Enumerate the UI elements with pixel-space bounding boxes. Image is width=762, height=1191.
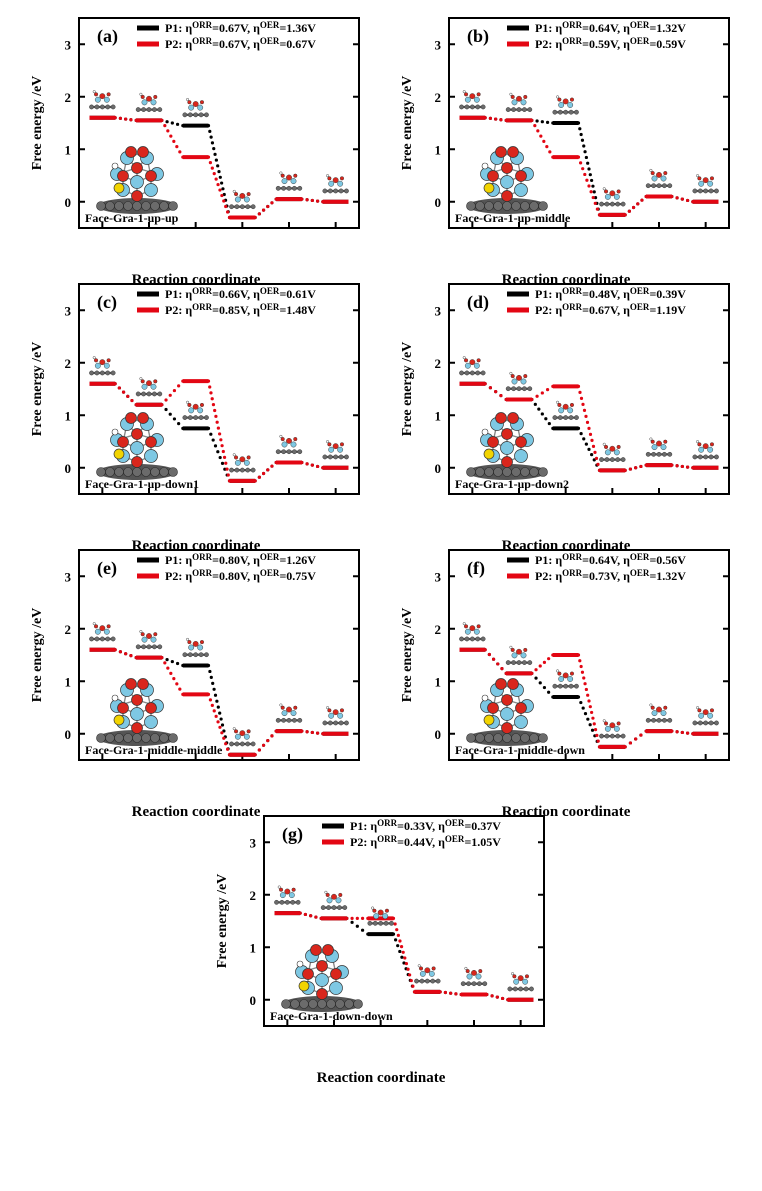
svg-text:1: 1 [65, 142, 72, 157]
svg-text:0: 0 [65, 461, 72, 476]
svg-text:Free energy /eV: Free energy /eV [30, 342, 45, 437]
svg-text:Face-Gra-1-middle-down: Face-Gra-1-middle-down [455, 743, 585, 757]
svg-text:P1: ηORR=0.67V, ηOER=1.36V: P1: ηORR=0.67V, ηOER=1.36V [165, 20, 316, 35]
svg-text:P2: ηORR=0.44V, ηOER=1.05V: P2: ηORR=0.44V, ηOER=1.05V [350, 834, 501, 849]
panel-f: 0 1 2 3 Free energy /eV P1: ηORR=0.64V, ηOER=… [391, 542, 741, 802]
svg-text:(c): (c) [97, 292, 117, 313]
svg-text:1: 1 [435, 674, 442, 689]
svg-text:0: 0 [250, 993, 257, 1008]
svg-text:Face-Gra-1-up-down2: Face-Gra-1-up-down2 [455, 477, 569, 491]
panel-c: 0 1 2 3 Free energy /eV P1: ηORR=0.66V, ηOER=… [21, 276, 371, 536]
svg-text:Face-Gra-1-up-middle: Face-Gra-1-up-middle [455, 211, 571, 225]
svg-text:P1: ηORR=0.33V, ηOER=0.37V: P1: ηORR=0.33V, ηOER=0.37V [350, 818, 501, 833]
svg-text:3: 3 [435, 569, 442, 584]
svg-text:0: 0 [65, 195, 72, 210]
svg-text:1: 1 [65, 674, 72, 689]
svg-text:(f): (f) [467, 558, 485, 579]
svg-text:2: 2 [435, 90, 442, 105]
svg-text:P1: ηORR=0.48V, ηOER=0.39V: P1: ηORR=0.48V, ηOER=0.39V [535, 286, 686, 301]
svg-text:2: 2 [435, 356, 442, 371]
svg-text:P1: ηORR=0.80V, ηOER=1.26V: P1: ηORR=0.80V, ηOER=1.26V [165, 552, 316, 567]
svg-text:Face-Gra-1-up-up: Face-Gra-1-up-up [85, 211, 179, 225]
svg-text:(b): (b) [467, 26, 489, 47]
svg-text:P2: ηORR=0.80V, ηOER=0.75V: P2: ηORR=0.80V, ηOER=0.75V [165, 568, 316, 583]
svg-text:3: 3 [65, 569, 72, 584]
svg-text:Free energy /eV: Free energy /eV [30, 76, 45, 171]
svg-text:P1: ηORR=0.64V, ηOER=0.56V: P1: ηORR=0.64V, ηOER=0.56V [535, 552, 686, 567]
svg-text:P2: ηORR=0.67V, ηOER=1.19V: P2: ηORR=0.67V, ηOER=1.19V [535, 302, 686, 317]
svg-text:Face-Gra-1-up-down1: Face-Gra-1-up-down1 [85, 477, 199, 491]
svg-text:2: 2 [65, 622, 72, 637]
svg-text:2: 2 [435, 622, 442, 637]
svg-text:(e): (e) [97, 558, 117, 579]
svg-text:2: 2 [65, 356, 72, 371]
svg-text:Free energy /eV: Free energy /eV [400, 76, 415, 171]
svg-text:0: 0 [435, 195, 442, 210]
panel-b: 0 1 2 3 Free energy /eV P1: ηORR=0.64V, ηOER=… [391, 10, 741, 270]
svg-text:3: 3 [435, 37, 442, 52]
svg-text:Free energy /eV: Free energy /eV [30, 608, 45, 703]
svg-text:1: 1 [435, 408, 442, 423]
svg-text:(d): (d) [467, 292, 489, 313]
svg-text:P2: ηORR=0.73V, ηOER=1.32V: P2: ηORR=0.73V, ηOER=1.32V [535, 568, 686, 583]
svg-text:(g): (g) [282, 824, 303, 845]
panel-g: 0 1 2 3 Free energy /eV P1: ηORR=0.33V, ηOER=… [206, 808, 556, 1068]
svg-text:Free energy /eV: Free energy /eV [400, 342, 415, 437]
svg-text:Free energy /eV: Free energy /eV [400, 608, 415, 703]
svg-text:0: 0 [435, 461, 442, 476]
svg-text:P2: ηORR=0.85V, ηOER=1.48V: P2: ηORR=0.85V, ηOER=1.48V [165, 302, 316, 317]
svg-text:Free energy /eV: Free energy /eV [215, 874, 230, 969]
panel-a: 0 1 2 3 Free energy /eV P1: ηORR=0.67V, ηOER=… [21, 10, 371, 270]
svg-text:3: 3 [250, 835, 257, 850]
svg-text:2: 2 [65, 90, 72, 105]
svg-text:Face-Gra-1-down-down: Face-Gra-1-down-down [270, 1009, 393, 1023]
svg-text:1: 1 [250, 940, 257, 955]
svg-text:(a): (a) [97, 26, 118, 47]
svg-text:P1: ηORR=0.66V, ηOER=0.61V: P1: ηORR=0.66V, ηOER=0.61V [165, 286, 316, 301]
svg-text:3: 3 [435, 303, 442, 318]
svg-text:Face-Gra-1-middle-middle: Face-Gra-1-middle-middle [85, 743, 223, 757]
svg-text:P2: ηORR=0.59V, ηOER=0.59V: P2: ηORR=0.59V, ηOER=0.59V [535, 36, 686, 51]
xlabel: Reaction coordinate [206, 1070, 556, 1087]
svg-text:3: 3 [65, 303, 72, 318]
svg-text:1: 1 [435, 142, 442, 157]
svg-text:2: 2 [250, 888, 257, 903]
panel-e: 0 1 2 3 Free energy /eV P1: ηORR=0.80V, ηOER=… [21, 542, 371, 802]
svg-text:P2: ηORR=0.67V, ηOER=0.67V: P2: ηORR=0.67V, ηOER=0.67V [165, 36, 316, 51]
svg-text:3: 3 [65, 37, 72, 52]
svg-text:0: 0 [435, 727, 442, 742]
svg-text:1: 1 [65, 408, 72, 423]
panel-d: 0 1 2 3 Free energy /eV P1: ηORR=0.48V, ηOER=… [391, 276, 741, 536]
svg-text:0: 0 [65, 727, 72, 742]
svg-text:P1: ηORR=0.64V, ηOER=1.32V: P1: ηORR=0.64V, ηOER=1.32V [535, 20, 686, 35]
